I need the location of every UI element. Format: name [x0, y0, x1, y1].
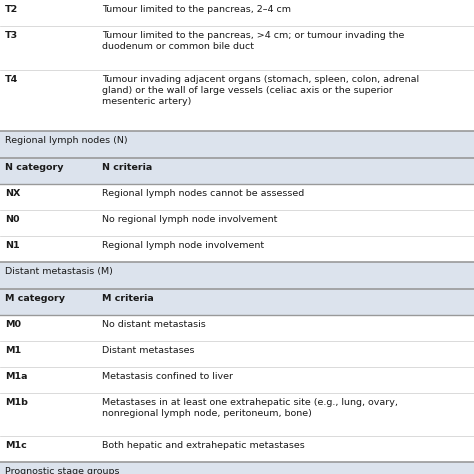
Text: M1a: M1a: [5, 372, 27, 381]
Text: No distant metastasis: No distant metastasis: [102, 320, 206, 329]
Text: Metastasis confined to liver: Metastasis confined to liver: [102, 372, 233, 381]
Text: Regional lymph nodes cannot be assessed: Regional lymph nodes cannot be assessed: [102, 189, 304, 198]
Text: N1: N1: [5, 241, 19, 250]
Bar: [0, 158, 474, 184]
Text: Tumour limited to the pancreas, 2–4 cm: Tumour limited to the pancreas, 2–4 cm: [102, 5, 291, 14]
Text: Prognostic stage groups: Prognostic stage groups: [5, 467, 119, 474]
Text: M1c: M1c: [5, 441, 27, 450]
Text: M1: M1: [5, 346, 21, 355]
Text: M category: M category: [5, 294, 65, 303]
Text: Distant metastases: Distant metastases: [102, 346, 194, 355]
Text: No regional lymph node involvement: No regional lymph node involvement: [102, 215, 277, 224]
Text: Distant metastasis (M): Distant metastasis (M): [5, 267, 113, 276]
Text: N0: N0: [5, 215, 19, 224]
Text: Both hepatic and extrahepatic metastases: Both hepatic and extrahepatic metastases: [102, 441, 305, 450]
Bar: [0, 289, 474, 315]
Text: Metastases in at least one extrahepatic site (e.g., lung, ovary,
nonregional lym: Metastases in at least one extrahepatic …: [102, 398, 398, 418]
Text: Tumour limited to the pancreas, >4 cm; or tumour invading the
duodenum or common: Tumour limited to the pancreas, >4 cm; o…: [102, 31, 404, 51]
Text: T2: T2: [5, 5, 18, 14]
Text: N category: N category: [5, 164, 63, 173]
Bar: [0, 131, 474, 158]
Bar: [0, 462, 474, 474]
Text: Regional lymph nodes (N): Regional lymph nodes (N): [5, 137, 128, 146]
Text: T3: T3: [5, 31, 18, 40]
Text: N criteria: N criteria: [102, 164, 152, 173]
Text: T4: T4: [5, 75, 18, 84]
Text: Tumour invading adjacent organs (stomach, spleen, colon, adrenal
gland) or the w: Tumour invading adjacent organs (stomach…: [102, 75, 419, 106]
Text: M criteria: M criteria: [102, 294, 154, 303]
Bar: [0, 262, 474, 289]
Text: Regional lymph node involvement: Regional lymph node involvement: [102, 241, 264, 250]
Text: NX: NX: [5, 189, 20, 198]
Text: M1b: M1b: [5, 398, 27, 407]
Text: M0: M0: [5, 320, 21, 329]
